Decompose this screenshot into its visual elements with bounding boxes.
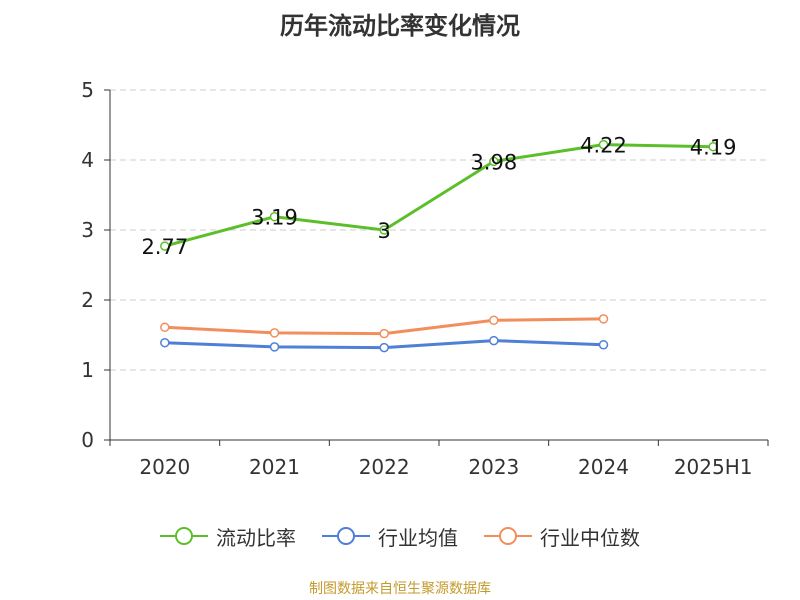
- data-point: [379, 225, 389, 235]
- legend-swatch-industry-median: [484, 527, 532, 545]
- data-point: [489, 335, 499, 346]
- legend-label: 流动比率: [216, 525, 296, 550]
- data-point: [379, 342, 389, 353]
- data-point: [598, 314, 609, 324]
- data-point: [160, 337, 170, 348]
- x-tick-label: 2021: [249, 455, 300, 479]
- y-tick-label: 4: [81, 148, 94, 172]
- data-point: [489, 156, 499, 167]
- legend: 流动比率 行业均值 行业中位数: [0, 520, 800, 552]
- legend-label: 行业均值: [378, 525, 458, 550]
- data-point: [598, 139, 609, 150]
- data-point: [160, 322, 170, 333]
- data-point: [269, 211, 280, 222]
- legend-swatch-industry-average: [322, 527, 370, 545]
- data-point: [269, 328, 280, 338]
- data-point: [269, 342, 280, 352]
- legend-item-current-ratio[interactable]: 流动比率: [160, 522, 296, 551]
- legend-marker: [175, 527, 193, 545]
- data-label: 3.19: [251, 206, 298, 230]
- legend-marker: [337, 527, 355, 545]
- y-tick-label: 5: [81, 78, 94, 102]
- chart-title: 历年流动比率变化情况: [280, 12, 520, 40]
- legend-marker: [499, 527, 517, 545]
- data-label: 4.22: [580, 134, 627, 158]
- legend-label: 行业中位数: [540, 525, 640, 550]
- legend-swatch-current-ratio: [160, 527, 208, 545]
- data-point: [489, 315, 499, 326]
- data-point: [379, 328, 389, 339]
- data-point: [708, 141, 718, 152]
- data-label: 3.98: [470, 150, 517, 174]
- legend-item-industry-median[interactable]: 行业中位数: [484, 522, 640, 551]
- data-label: 2.77: [141, 235, 188, 259]
- data-label: 3: [377, 219, 390, 243]
- data-point: [598, 340, 609, 350]
- data-point: [160, 241, 170, 251]
- data-label: 4.19: [690, 136, 737, 160]
- series-line: [164, 143, 714, 248]
- x-tick-label: 2020: [139, 455, 190, 479]
- source-note: 制图数据来自恒生聚源数据库: [309, 581, 491, 597]
- x-tick-label: 2023: [468, 455, 519, 479]
- x-tick-label: 2022: [359, 455, 410, 479]
- x-tick-label: 2025H1: [674, 455, 753, 479]
- y-tick-label: 0: [81, 428, 94, 452]
- y-tick-label: 2: [81, 288, 94, 312]
- legend-item-industry-average[interactable]: 行业均值: [322, 522, 458, 551]
- y-tick-label: 1: [81, 358, 94, 382]
- y-tick-label: 3: [81, 218, 94, 242]
- x-tick-label: 2024: [578, 455, 629, 479]
